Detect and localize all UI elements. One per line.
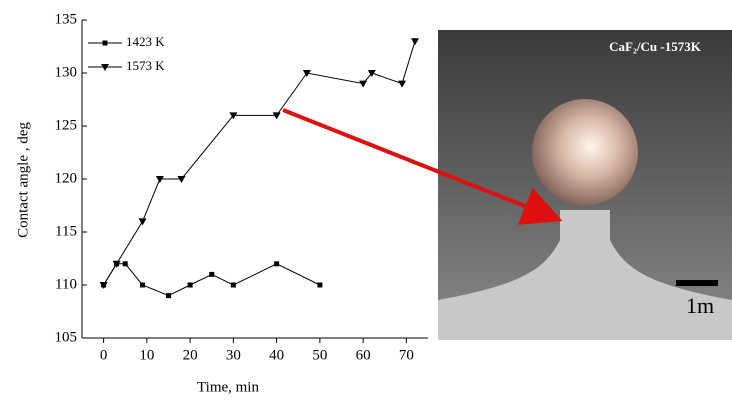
- y-tick-label: 110: [55, 276, 77, 292]
- x-tick-label: 70: [399, 347, 414, 363]
- y-tick-label: 125: [55, 117, 78, 133]
- legend-label: 1573 K: [126, 58, 165, 73]
- x-tick-label: 10: [139, 347, 154, 363]
- marker: [274, 261, 280, 267]
- marker: [99, 282, 108, 289]
- x-tick-label: 60: [356, 347, 371, 363]
- legend-marker: [101, 64, 109, 71]
- legend-marker: [102, 40, 108, 46]
- marker: [302, 70, 311, 77]
- y-axis-label: Contact angle , deg: [15, 122, 31, 238]
- substrate: [438, 210, 732, 340]
- marker: [317, 282, 323, 288]
- scale-label: 1m: [686, 293, 714, 318]
- x-tick-label: 30: [226, 347, 241, 363]
- x-tick-label: 0: [100, 347, 108, 363]
- y-tick-label: 105: [55, 329, 78, 345]
- marker: [359, 80, 368, 88]
- marker: [187, 282, 193, 288]
- marker: [272, 112, 281, 120]
- marker: [177, 176, 186, 183]
- legend-label: 1423 K: [126, 34, 165, 49]
- marker: [122, 261, 128, 267]
- y-tick-label: 130: [55, 64, 78, 80]
- marker: [166, 293, 171, 299]
- marker: [398, 80, 407, 88]
- scale-bar: [676, 280, 718, 286]
- marker: [138, 218, 147, 226]
- series-line: [103, 41, 416, 286]
- marker: [155, 176, 164, 183]
- droplet: [532, 99, 638, 205]
- photo-title: CaF₂/Cu -1573K: [609, 39, 702, 54]
- x-tick-label: 20: [183, 347, 198, 363]
- x-axis-label: Time, min: [197, 379, 259, 395]
- marker: [411, 38, 420, 46]
- marker: [229, 112, 238, 120]
- y-tick-label: 135: [55, 11, 78, 27]
- marker: [112, 260, 121, 268]
- photo: CaF₂/Cu -1573K 1m: [438, 30, 732, 340]
- marker: [230, 282, 236, 288]
- arrow: [282, 108, 563, 225]
- x-tick-label: 40: [269, 347, 284, 363]
- series-line: [103, 263, 321, 297]
- x-tick-label: 50: [312, 347, 327, 363]
- marker: [209, 271, 215, 277]
- y-tick-label: 120: [55, 170, 78, 186]
- marker: [367, 70, 376, 77]
- marker: [140, 282, 146, 288]
- y-tick-label: 115: [55, 223, 77, 239]
